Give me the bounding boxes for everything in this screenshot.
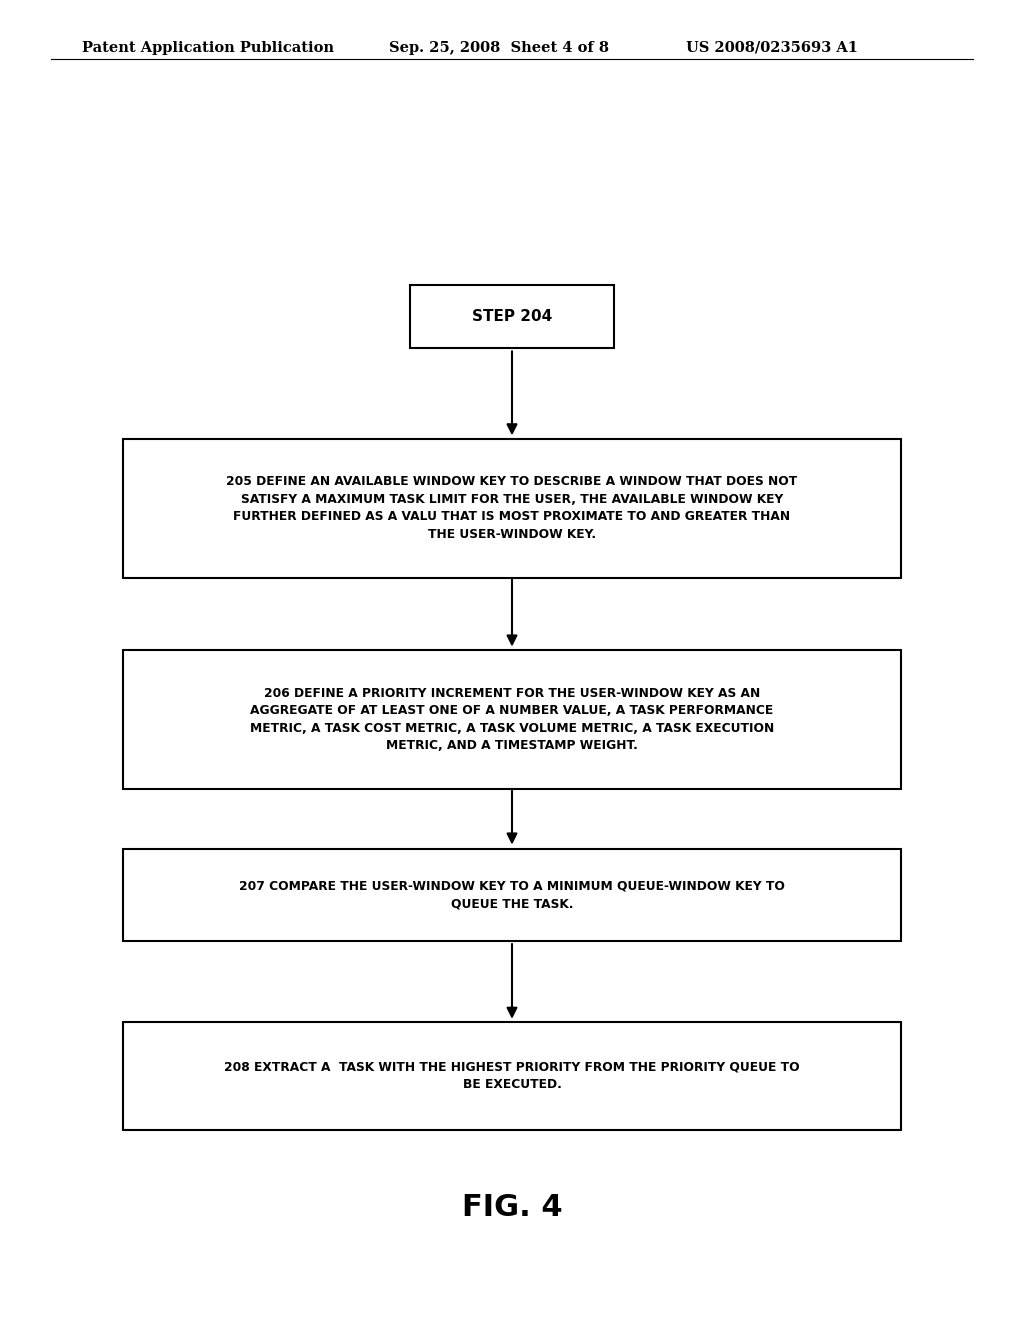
Text: 208 EXTRACT A  TASK WITH THE HIGHEST PRIORITY FROM THE PRIORITY QUEUE TO
BE EXEC: 208 EXTRACT A TASK WITH THE HIGHEST PRIO… bbox=[224, 1060, 800, 1092]
Text: STEP 204: STEP 204 bbox=[472, 309, 552, 325]
Text: 206 DEFINE A PRIORITY INCREMENT FOR THE USER-WINDOW KEY AS AN
AGGREGATE OF AT LE: 206 DEFINE A PRIORITY INCREMENT FOR THE … bbox=[250, 686, 774, 752]
Bar bbox=[123, 849, 901, 941]
Text: US 2008/0235693 A1: US 2008/0235693 A1 bbox=[686, 41, 858, 54]
Text: 207 COMPARE THE USER-WINDOW KEY TO A MINIMUM QUEUE-WINDOW KEY TO
QUEUE THE TASK.: 207 COMPARE THE USER-WINDOW KEY TO A MIN… bbox=[239, 879, 785, 911]
Text: FIG. 4: FIG. 4 bbox=[462, 1193, 562, 1222]
Text: 205 DEFINE AN AVAILABLE WINDOW KEY TO DESCRIBE A WINDOW THAT DOES NOT
SATISFY A : 205 DEFINE AN AVAILABLE WINDOW KEY TO DE… bbox=[226, 475, 798, 541]
Bar bbox=[123, 649, 901, 788]
Bar bbox=[410, 285, 614, 348]
Bar bbox=[123, 1022, 901, 1130]
Text: Patent Application Publication: Patent Application Publication bbox=[82, 41, 334, 54]
Bar bbox=[123, 438, 901, 578]
Text: Sep. 25, 2008  Sheet 4 of 8: Sep. 25, 2008 Sheet 4 of 8 bbox=[389, 41, 609, 54]
